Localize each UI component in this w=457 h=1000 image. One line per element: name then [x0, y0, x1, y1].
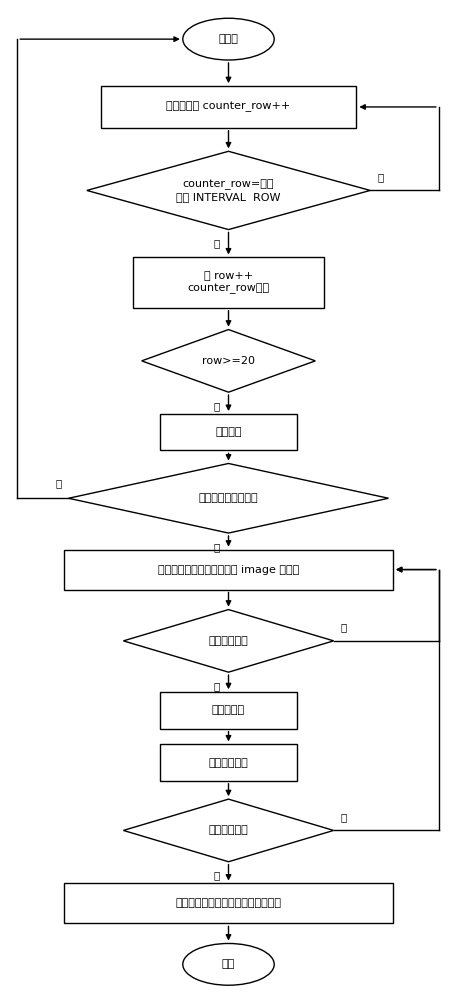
Polygon shape	[123, 799, 334, 862]
FancyBboxPatch shape	[64, 550, 393, 590]
FancyBboxPatch shape	[64, 883, 393, 923]
Text: 行计数清零，等待下一帧数据的采集: 行计数清零，等待下一帧数据的采集	[175, 898, 282, 908]
Text: 行 row++
counter_row清零: 行 row++ counter_row清零	[187, 271, 270, 294]
FancyBboxPatch shape	[133, 257, 324, 308]
FancyBboxPatch shape	[160, 744, 297, 781]
Text: row>=20: row>=20	[202, 356, 255, 366]
Text: 图像行计数 counter_row++: 图像行计数 counter_row++	[166, 102, 291, 112]
Text: 是: 是	[214, 681, 220, 691]
Text: 是: 是	[214, 870, 220, 880]
Text: 重新开始中断: 重新开始中断	[209, 758, 248, 768]
Polygon shape	[87, 151, 370, 230]
Text: 是: 是	[214, 401, 220, 411]
Text: 初始化: 初始化	[218, 34, 239, 44]
Text: 屏蔽中断: 屏蔽中断	[215, 427, 242, 437]
FancyBboxPatch shape	[160, 692, 297, 729]
Text: counter_row=行数
间隔 INTERVAL  ROW: counter_row=行数 间隔 INTERVAL ROW	[176, 179, 281, 202]
Polygon shape	[142, 330, 315, 392]
Text: 是: 是	[214, 238, 220, 248]
Text: 是: 是	[55, 478, 62, 488]
Text: 列采集完毕？: 列采集完毕？	[209, 636, 248, 646]
Ellipse shape	[183, 18, 274, 60]
Text: 采集行数是否超出范: 采集行数是否超出范	[199, 493, 258, 503]
Text: 结束: 结束	[222, 959, 235, 969]
Text: 否: 否	[377, 172, 383, 182]
Text: 否: 否	[340, 622, 347, 632]
Text: 否: 否	[214, 542, 220, 552]
Polygon shape	[123, 610, 334, 672]
Text: 采集该行数据，将其存入到 image 数组中: 采集该行数据，将其存入到 image 数组中	[158, 565, 299, 575]
Text: 列计数清零: 列计数清零	[212, 705, 245, 715]
Ellipse shape	[183, 943, 274, 985]
FancyBboxPatch shape	[160, 414, 297, 450]
Polygon shape	[69, 463, 388, 533]
Text: 行采集完毕？: 行采集完毕？	[209, 825, 248, 835]
FancyBboxPatch shape	[101, 86, 356, 128]
Text: 否: 否	[340, 812, 347, 822]
